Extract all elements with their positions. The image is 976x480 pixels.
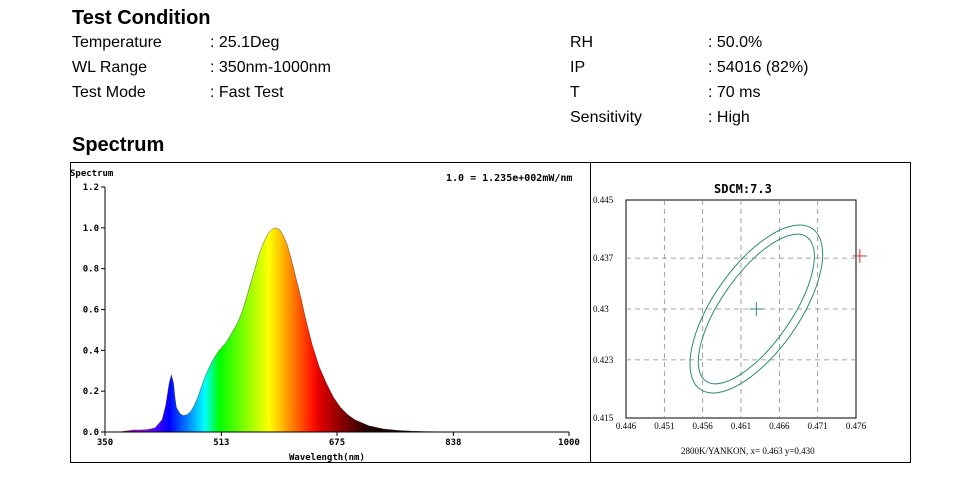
chart-divider	[590, 162, 591, 463]
spectrum-y-label: Spectrum	[70, 169, 114, 179]
cie-y-tick-label: 0.445	[593, 195, 614, 205]
spectrum-x-tick-label: 1000	[558, 438, 580, 448]
t-value: : 70 ms	[708, 84, 761, 101]
cie-title: SDCM:7.3	[714, 182, 772, 196]
spectrum-y-tick-label: 1.0	[83, 224, 99, 234]
rh-value: : 50.0%	[708, 34, 763, 51]
spectrum-y-tick-label: 0.8	[83, 265, 99, 275]
chart-frame	[70, 162, 911, 463]
cie-x-tick-label: 0.471	[808, 421, 828, 431]
spectrum-y-tick-label: 1.2	[83, 183, 99, 193]
sdcm-ellipse-inner	[697, 233, 815, 385]
test-mode-value: : Fast Test	[210, 84, 284, 101]
cie-x-tick-label: 0.466	[769, 421, 790, 431]
cie-x-tick-label: 0.461	[731, 421, 751, 431]
wl-range-label: WL Range	[72, 59, 147, 76]
rh-label: RH	[570, 34, 594, 51]
test-condition-heading: Test Condition	[72, 7, 211, 29]
ip-label: IP	[570, 59, 586, 76]
spectrum-y-tick-label: 0.0	[83, 428, 99, 438]
spectrum-line	[105, 227, 569, 433]
spectrum-x-tick-label: 350	[97, 438, 113, 448]
sdcm-ellipse-outer	[689, 224, 824, 394]
spectrum-chart: 0.0 0.2 0.4 0.6 0.8 1.0 1.2 350 513 675 838 1000 Sp…	[70, 169, 580, 463]
cie-x-tick-label: 0.451	[654, 421, 674, 431]
spectrum-x-tick-label: 838	[445, 438, 461, 448]
sensitivity-label: Sensitivity	[570, 109, 643, 126]
ip-value: : 54016 (82%)	[708, 59, 809, 76]
spectrum-y-tick-label: 0.4	[83, 346, 100, 356]
spectrum-x-tick-label: 675	[329, 438, 345, 448]
cie-x-tick-label: 0.456	[693, 421, 714, 431]
wl-range-value: : 350nm-1000nm	[210, 59, 331, 76]
spectrum-area	[105, 227, 569, 432]
cie-y-tick-label: 0.423	[593, 355, 614, 365]
sensitivity-value: : High	[708, 109, 750, 126]
cie-caption: 2800K/YANKON, x= 0.463 y=0.430	[681, 446, 815, 456]
spectrum-y-tick-label: 0.6	[83, 306, 99, 316]
t-label: T	[570, 84, 580, 101]
cie-x-tick-label: 0.446	[616, 421, 637, 431]
cie-y-tick-label: 0.415	[593, 413, 614, 423]
spectrum-x-label: Wavelength(nm)	[289, 453, 365, 463]
cie-y-tick-label: 0.43	[593, 304, 609, 314]
cie-y-tick-label: 0.437	[593, 253, 614, 263]
spectrum-scale-note: 1.0 = 1.235e+002mW/nm	[446, 173, 572, 184]
spectrum-heading: Spectrum	[72, 134, 165, 156]
temperature-label: Temperature	[72, 34, 162, 51]
cie-chart: 0.446 0.451 0.456 0.461 0.466 0.471 0.476 0.445…	[593, 182, 867, 456]
cie-x-tick-label: 0.476	[846, 421, 867, 431]
temperature-value: : 25.1Deg	[210, 34, 280, 51]
test-mode-label: Test Mode	[72, 84, 146, 101]
spectrum-y-tick-label: 0.2	[83, 387, 99, 397]
spectrum-x-tick-label: 513	[213, 438, 229, 448]
